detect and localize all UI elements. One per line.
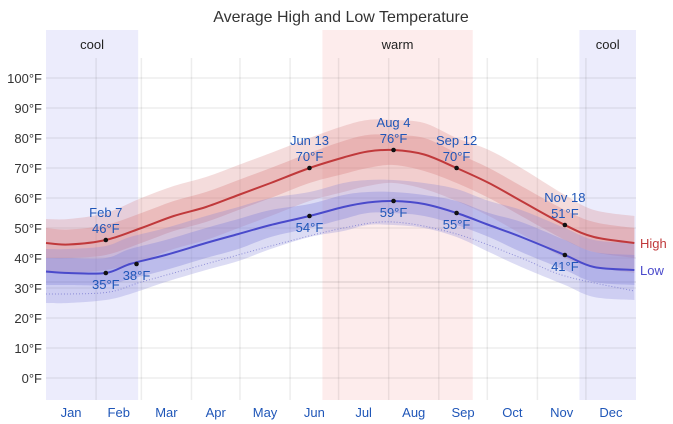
y-tick-label: 100°F bbox=[7, 71, 42, 86]
annotation-point bbox=[562, 222, 568, 228]
axes: 0°F 10°F 20°F 30°F 40°F 50°F 60°F 70°F 80°F 90°F 1… bbox=[7, 71, 623, 420]
band-outer-low bbox=[46, 179, 635, 304]
annotation-date-label: Feb 7 bbox=[89, 205, 122, 220]
annotation-date-label: Nov 18 bbox=[544, 190, 585, 205]
annotation-point bbox=[103, 237, 109, 243]
season-label-cool: cool bbox=[80, 37, 104, 52]
x-tick-label: Apr bbox=[206, 405, 227, 420]
y-tick-label: 20°F bbox=[14, 311, 42, 326]
annotation-point bbox=[562, 252, 568, 258]
annotation-value-label: 38°F bbox=[123, 268, 151, 283]
y-tick-label: 50°F bbox=[14, 221, 42, 236]
season-band-cool bbox=[579, 30, 636, 400]
annotation-date-label: Aug 4 bbox=[377, 115, 411, 130]
x-tick-label: Feb bbox=[108, 405, 130, 420]
y-tick-label: 30°F bbox=[14, 281, 42, 296]
x-tick-label: Nov bbox=[550, 405, 574, 420]
y-tick-label: 10°F bbox=[14, 341, 42, 356]
x-tick-label: Aug bbox=[402, 405, 425, 420]
x-tick-label: Jun bbox=[304, 405, 325, 420]
series-line-low bbox=[45, 199, 635, 275]
annotation-point bbox=[307, 165, 312, 171]
annotation-value-label: 59°F bbox=[380, 205, 408, 220]
x-tick-label: Jan bbox=[61, 405, 82, 420]
annotation-value-label: 35°F bbox=[92, 277, 120, 292]
annotation-point bbox=[307, 213, 312, 219]
x-tick-label: Sep bbox=[451, 405, 474, 420]
x-tick-label: Mar bbox=[155, 405, 178, 420]
band-inner-low bbox=[46, 191, 635, 286]
annotation-value-label: 76°F bbox=[380, 131, 408, 146]
annotation-value-label: 51°F bbox=[551, 206, 579, 221]
chart-title: Average High and Low Temperature bbox=[213, 9, 469, 26]
annotation-point bbox=[391, 147, 396, 153]
x-tick-label: May bbox=[253, 405, 278, 420]
y-tick-label: 60°F bbox=[14, 191, 42, 206]
x-tick-label: Oct bbox=[502, 405, 523, 420]
season-bands: cool warm cool bbox=[46, 30, 636, 400]
legend-entry-high: High bbox=[640, 236, 667, 251]
annotation-point bbox=[454, 165, 459, 171]
series-line-high bbox=[45, 148, 635, 246]
legend: High Low bbox=[640, 236, 667, 278]
annotation-value-label: 46°F bbox=[92, 221, 120, 236]
season-band-warm bbox=[322, 30, 473, 400]
y-tick-label: 80°F bbox=[14, 131, 42, 146]
series-lines bbox=[45, 148, 635, 275]
season-label-cool: cool bbox=[596, 37, 620, 52]
legend-entry-low: Low bbox=[640, 263, 664, 278]
y-tick-label: 70°F bbox=[14, 161, 42, 176]
annotation-value-label: 55°F bbox=[443, 217, 471, 232]
annotation-value-label: 70°F bbox=[443, 149, 471, 164]
x-tick-label: Dec bbox=[599, 405, 623, 420]
annotation-point bbox=[134, 261, 139, 267]
annotation-value-label: 54°F bbox=[296, 220, 324, 235]
y-tick-label: 40°F bbox=[14, 251, 42, 266]
band-outer-high bbox=[46, 119, 635, 274]
x-tick-label: Jul bbox=[355, 405, 372, 420]
annotation-point bbox=[454, 210, 459, 216]
low-percentile-dotted-line bbox=[45, 221, 635, 295]
annotation-date-label: Sep 12 bbox=[436, 133, 477, 148]
annotation-point bbox=[103, 270, 109, 276]
y-tick-label: 90°F bbox=[14, 101, 42, 116]
season-band-cool bbox=[46, 30, 139, 400]
annotation-value-label: 70°F bbox=[296, 149, 324, 164]
y-tick-label: 0°F bbox=[22, 371, 42, 386]
annotation-value-label: 41°F bbox=[551, 259, 579, 274]
annotation-date-label: Jun 13 bbox=[290, 133, 329, 148]
season-label-warm: warm bbox=[381, 37, 414, 52]
annotation-point bbox=[391, 198, 396, 204]
